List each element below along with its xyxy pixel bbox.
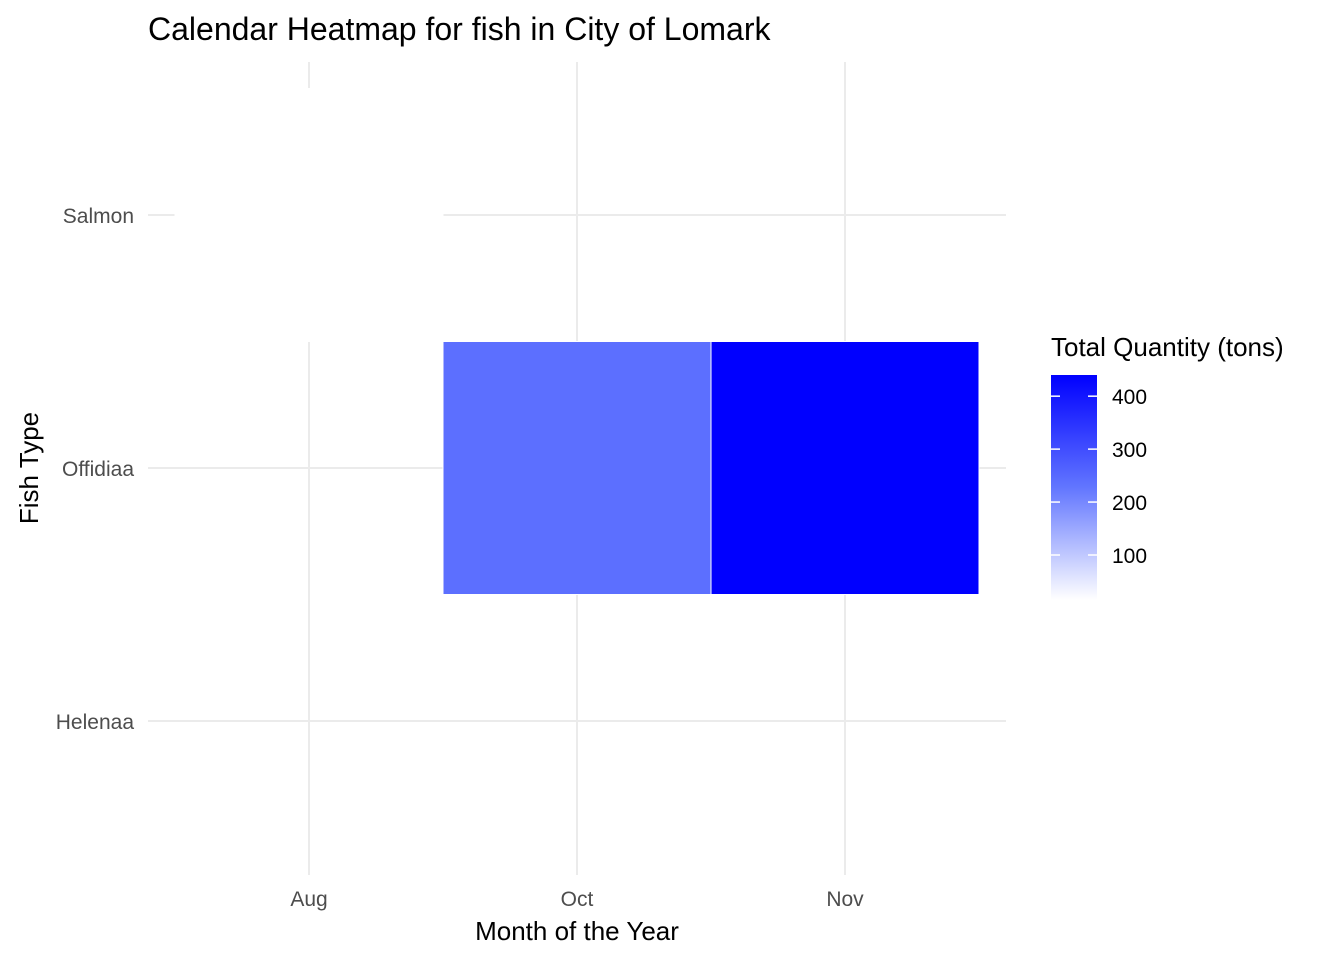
- legend-title: Total Quantity (tons): [1051, 332, 1284, 362]
- legend-colorbar: [1051, 375, 1097, 600]
- x-axis-ticks: Aug Oct Nov: [290, 888, 864, 911]
- y-tick-label: Helenaa: [56, 711, 135, 734]
- y-tick-label: Offidiaa: [62, 458, 134, 481]
- chart-title: Calendar Heatmap for fish in City of Lom…: [148, 11, 771, 47]
- heatmap-cell: [174, 88, 444, 342]
- y-axis-ticks: Salmon Offidiaa Helenaa: [56, 205, 135, 734]
- legend-tick-label: 100: [1112, 545, 1147, 568]
- x-tick-label: Nov: [826, 888, 864, 911]
- y-axis-label: Fish Type: [14, 412, 44, 524]
- heatmap-cell: [710, 341, 980, 595]
- x-axis-label: Month of the Year: [475, 916, 679, 946]
- legend-tick-label: 400: [1112, 386, 1147, 409]
- heatmap-cell: [442, 341, 712, 595]
- heatmap-cells: [174, 88, 980, 595]
- x-tick-label: Aug: [290, 888, 327, 911]
- legend: Total Quantity (tons) 100 200 300 400: [1051, 332, 1284, 600]
- legend-tick-label: 300: [1112, 439, 1147, 462]
- y-tick-label: Salmon: [63, 205, 134, 228]
- legend-ticks: 100 200 300 400: [1051, 386, 1147, 568]
- x-tick-label: Oct: [561, 888, 594, 911]
- legend-tick-label: 200: [1112, 492, 1147, 515]
